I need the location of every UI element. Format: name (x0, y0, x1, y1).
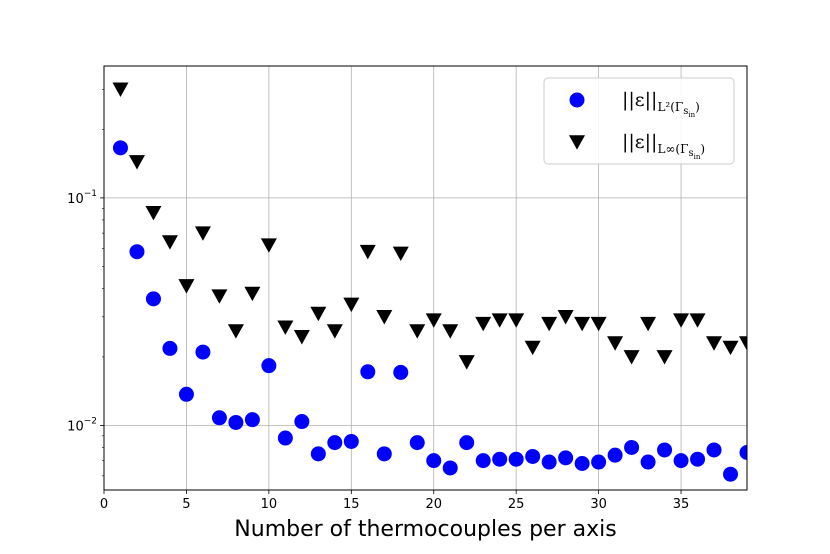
l2-error-point (508, 451, 524, 467)
x-tick-label: 25 (508, 497, 525, 512)
linf-error-point (112, 82, 129, 97)
linf-error-point (376, 310, 393, 325)
legend-label-linf: ||ε||L∞(Γsin) (622, 131, 705, 161)
linf-error-point (574, 316, 591, 332)
linf-error-point (491, 313, 508, 328)
l2-error-point (442, 460, 458, 476)
linf-error-point (343, 297, 360, 313)
x-tick-label: 5 (182, 497, 190, 512)
l2-error-point (112, 140, 128, 156)
linf-error-point (161, 235, 178, 250)
l2-error-point (525, 448, 541, 464)
l2-error-point (145, 291, 161, 307)
linf-error-point (673, 313, 690, 328)
linf-error-point (706, 336, 723, 351)
x-axis-label: Number of thermocouples per axis (234, 517, 616, 542)
l2-error-point (723, 466, 739, 482)
l2-error-point (261, 358, 277, 374)
l2-error-point (178, 386, 194, 402)
l2-error-point (129, 244, 145, 260)
linf-error-point (541, 316, 558, 332)
linf-error-point (739, 336, 747, 351)
linf-error-point (722, 340, 739, 356)
linf-error-point (557, 310, 574, 325)
linf-error-point (194, 226, 211, 241)
x-tick-label: 15 (343, 497, 360, 512)
l2-error-point (492, 451, 508, 467)
linf-error-point (244, 286, 261, 302)
linf-error-point (211, 289, 228, 304)
l2-error-point (558, 450, 574, 466)
y-tick-label: 10−2 (67, 416, 97, 434)
x-tick-label: 20 (425, 497, 442, 512)
l2-error-point (541, 454, 557, 470)
linf-error-point (128, 155, 145, 170)
legend-box (543, 77, 735, 165)
legend-marker-circle (569, 92, 585, 108)
linf-error-point (409, 324, 426, 339)
l2-error-point (244, 412, 260, 428)
x-tick-label: 10 (261, 497, 278, 512)
linf-error-point (524, 340, 541, 356)
linf-error-point (359, 244, 376, 260)
linf-error-point (458, 355, 475, 370)
linf-error-point (656, 350, 673, 365)
l2-error-point (343, 433, 359, 449)
linf-error-point (689, 313, 706, 328)
l2-error-point (574, 455, 590, 471)
l2-error-point (657, 442, 673, 458)
linf-error-point (260, 238, 277, 253)
l2-error-point (640, 454, 656, 470)
linf-error-point (227, 324, 244, 339)
linf-error-point (475, 316, 492, 332)
linf-error-point (178, 279, 195, 294)
plot-frame (103, 65, 748, 491)
linf-error-point (277, 320, 294, 335)
l2-error-point (294, 414, 310, 430)
y-tick-label: 10−1 (67, 189, 97, 207)
l2-error-point (426, 453, 442, 469)
l2-error-point (310, 446, 326, 462)
x-tick-label: 30 (590, 497, 607, 512)
legend-marker-triangle (569, 135, 585, 150)
x-tick-label: 0 (100, 497, 108, 512)
l2-error-point (211, 410, 227, 426)
linf-error-point (293, 330, 310, 345)
legend-label-l2: ||ε||L²(Γsin) (622, 89, 700, 119)
l2-error-point (376, 446, 392, 462)
l2-error-point (393, 364, 409, 380)
l2-error-point (475, 453, 491, 469)
linf-error-point (442, 324, 459, 339)
linf-error-point (607, 336, 624, 351)
linf-error-point (425, 313, 442, 328)
l2-error-point (409, 435, 425, 451)
l2-error-point (360, 364, 376, 380)
data-markers (112, 82, 747, 482)
l2-error-point (228, 414, 244, 430)
l2-error-point (690, 451, 706, 467)
linf-error-point (623, 350, 640, 365)
linf-error-point (392, 246, 409, 262)
l2-error-point (195, 344, 211, 360)
l2-error-point (706, 442, 722, 458)
linf-error-point (508, 313, 525, 328)
legend: ||ε||L²(Γsin) ||ε||L∞(Γsin) (543, 77, 735, 165)
l2-error-point (591, 454, 607, 470)
l2-error-point (277, 430, 293, 446)
x-tick-label: 35 (673, 497, 690, 512)
l2-error-point (162, 340, 178, 356)
linf-error-point (640, 316, 657, 332)
l2-error-point (624, 439, 640, 455)
linf-error-point (590, 316, 607, 332)
l2-error-point (673, 453, 689, 469)
l2-error-point (607, 447, 623, 463)
axis-ticks: 0 5 10 15 20 25 30 35 10−2 10−1 (67, 89, 689, 512)
linf-error-point (145, 205, 162, 221)
linf-error-point (326, 324, 343, 339)
l2-error-point (459, 435, 475, 451)
linf-error-point (310, 306, 327, 322)
l2-error-point (739, 445, 747, 461)
l2-error-point (327, 435, 343, 451)
